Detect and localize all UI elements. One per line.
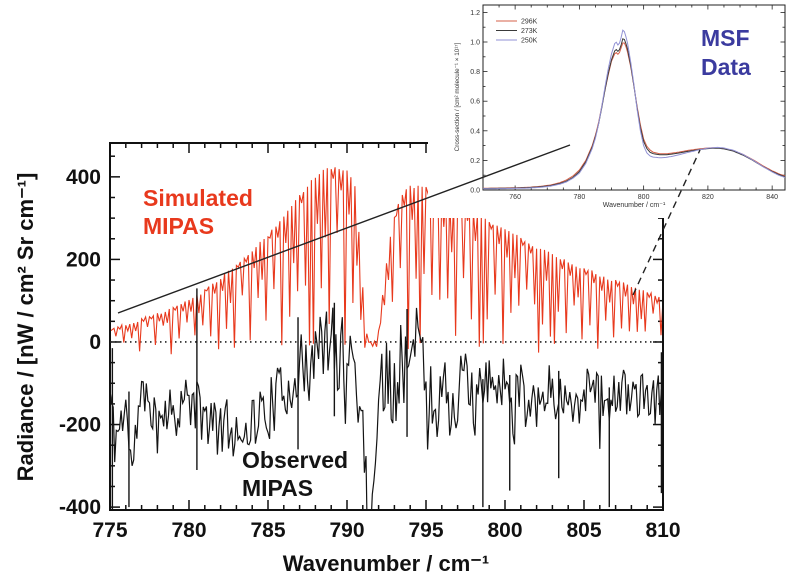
annotation-msf-line1: MSF (701, 25, 750, 51)
x-tick-label: 800 (487, 519, 522, 542)
annotation-simulated-mipas: Simulated MIPAS (143, 184, 253, 240)
inset-x-axis-title: Wavenumber / cm⁻¹ (603, 202, 666, 209)
inset-y-tick-label: 1.2 (470, 10, 480, 17)
y-tick-label: 0 (89, 331, 101, 354)
inset-y-tick-label: 0.6 (470, 99, 480, 106)
y-tick-label: 400 (66, 166, 101, 189)
x-tick-label: 810 (645, 519, 680, 542)
inset-x-tick-label: 800 (638, 194, 650, 201)
inset-y-tick-label: 0.2 (470, 158, 480, 165)
inset-x-tick-label: 840 (766, 194, 778, 201)
leader-line (632, 149, 701, 296)
x-tick-label: 775 (92, 519, 127, 542)
annotation-simulated-line2: MIPAS (143, 213, 215, 239)
legend-label: 296K (521, 19, 538, 26)
inset-y-tick-label: 0.4 (470, 128, 480, 135)
x-tick-label: 790 (329, 519, 364, 542)
series-observed-mipas (111, 307, 662, 509)
annotation-observed-line2: MIPAS (242, 475, 314, 501)
main-plot-frame (109, 142, 664, 511)
annotation-simulated-line1: Simulated (143, 185, 253, 211)
y-tick-label: -200 (59, 414, 101, 437)
y-tick-label: 200 (66, 248, 101, 271)
annotation-observed-line1: Observed (242, 447, 349, 473)
x-tick-label: 805 (566, 519, 601, 542)
y-tick-label: -400 (59, 496, 101, 519)
series-simulated-mipas (111, 167, 662, 355)
inset-series-250K (483, 29, 786, 190)
inset-y-tick-label: 0.8 (470, 69, 480, 76)
inset-y-tick-label: 0.0 (470, 188, 480, 195)
leader-line (117, 144, 571, 314)
legend-label: 273K (521, 28, 538, 35)
annotation-msf-data: MSF Data (701, 24, 751, 82)
x-tick-label: 795 (408, 519, 443, 542)
inset-x-tick-label: 820 (702, 194, 714, 201)
y-axis-title: Radiance / [nW / cm² Sr cm⁻¹] (13, 172, 38, 482)
inset-x-tick-label: 780 (574, 194, 586, 201)
inset-y-tick-label: 1.0 (470, 40, 480, 47)
legend-label: 250K (521, 38, 538, 45)
annotation-observed-mipas: Observed MIPAS (242, 446, 348, 502)
inset-y-axis-title: Cross-section / [cm² molecule⁻¹ × 10¹⁷] (454, 42, 461, 151)
x-tick-label: 785 (250, 519, 285, 542)
x-tick-label: 780 (171, 519, 206, 542)
inset-x-tick-label: 760 (509, 194, 521, 201)
annotation-msf-line2: Data (701, 54, 751, 80)
x-axis-title: Wavenumber / cm⁻¹ (282, 551, 490, 576)
